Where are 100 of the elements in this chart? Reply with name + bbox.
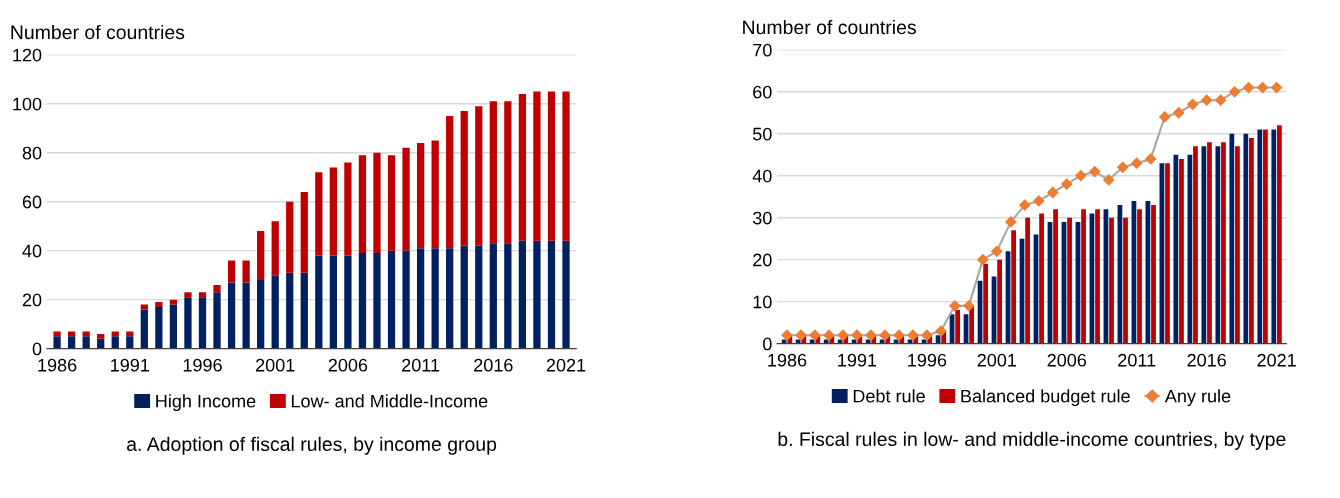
bar xyxy=(1229,133,1235,344)
bar xyxy=(373,253,381,349)
bar xyxy=(67,331,76,337)
bar xyxy=(533,240,541,349)
point xyxy=(893,329,905,341)
bar xyxy=(257,280,265,349)
bar xyxy=(344,255,352,349)
y-tick-label: 120 xyxy=(13,48,42,62)
bar xyxy=(67,336,76,349)
bar xyxy=(1067,217,1072,344)
y-tick-label: 0 xyxy=(763,337,772,351)
x-tick-label: 1996 xyxy=(183,358,222,372)
bar xyxy=(955,310,961,344)
y-tick-label: 60 xyxy=(753,85,772,99)
x-tick-label: 2011 xyxy=(1118,353,1156,367)
x-tick-label: 1991 xyxy=(111,358,149,372)
point xyxy=(1103,174,1115,186)
point xyxy=(1187,98,1199,110)
y-tick-label: 60 xyxy=(22,195,42,209)
point xyxy=(1061,178,1073,190)
bar xyxy=(1011,230,1016,344)
bar xyxy=(1221,142,1226,344)
bar xyxy=(562,91,570,241)
bar xyxy=(213,284,221,293)
bar xyxy=(1165,163,1170,344)
x-tick-label: 2001 xyxy=(977,353,1017,367)
bar xyxy=(1081,209,1086,344)
point xyxy=(949,300,961,312)
point xyxy=(1243,81,1255,94)
bar xyxy=(547,91,556,241)
y-axis-title: Number of countries xyxy=(743,19,916,35)
bar xyxy=(1215,146,1221,344)
y-tick-label: 20 xyxy=(753,253,772,267)
bar xyxy=(1123,217,1128,344)
bar xyxy=(198,292,207,298)
point xyxy=(1019,199,1031,211)
bar xyxy=(1271,129,1277,344)
bar xyxy=(257,231,265,281)
y-tick-label: 10 xyxy=(753,295,772,309)
bar xyxy=(416,248,425,349)
y-axis-title: Number of countries xyxy=(11,24,185,40)
bar xyxy=(1249,137,1254,344)
bar xyxy=(213,292,221,349)
text: b. Fiscal rules in low- and middle-income countries, by type xyxy=(778,431,1286,450)
bar xyxy=(184,292,192,298)
bar xyxy=(242,260,250,283)
point xyxy=(809,329,821,341)
bar xyxy=(1109,217,1114,344)
bar xyxy=(475,245,483,349)
bar xyxy=(111,336,119,349)
y-tick-label: 80 xyxy=(22,146,42,160)
point xyxy=(1075,170,1087,182)
bar xyxy=(286,272,294,349)
point xyxy=(795,329,807,341)
bar xyxy=(446,115,454,249)
bar xyxy=(82,336,90,349)
bar xyxy=(1235,146,1240,344)
point xyxy=(1201,94,1213,106)
bar xyxy=(402,250,410,349)
point xyxy=(907,329,919,341)
point xyxy=(921,329,933,341)
bar xyxy=(300,191,308,273)
bar xyxy=(1053,209,1058,344)
x-tick-label: 2011 xyxy=(402,358,440,372)
x-tick-label: 1986 xyxy=(38,358,77,372)
point xyxy=(1215,94,1227,106)
bar xyxy=(460,111,468,246)
point xyxy=(935,325,947,337)
bar xyxy=(1207,142,1212,344)
x-tick-label: 1991 xyxy=(838,353,877,367)
bar xyxy=(446,248,454,349)
legend-label: Balanced budget rule xyxy=(961,389,1130,407)
y-tick-label: 40 xyxy=(752,169,772,183)
bar xyxy=(242,282,250,349)
x-tick-label: 2001 xyxy=(256,358,295,372)
bar xyxy=(227,282,236,349)
bar xyxy=(286,201,294,273)
bar xyxy=(300,272,308,349)
bar xyxy=(562,240,570,349)
bar xyxy=(402,147,410,251)
bar xyxy=(1137,209,1142,344)
bar xyxy=(969,305,975,344)
bar xyxy=(460,245,468,349)
x-tick-label: 2021 xyxy=(546,358,586,372)
bar xyxy=(184,297,192,349)
bar xyxy=(329,255,337,349)
bar xyxy=(489,101,497,244)
bar xyxy=(1151,205,1156,344)
bar xyxy=(431,140,439,249)
bar xyxy=(169,304,178,349)
text: a. Adoption of fiscal rules, by income group xyxy=(127,436,497,455)
bar xyxy=(227,260,236,283)
y-tick-label: 30 xyxy=(752,211,772,225)
y-tick-label: 70 xyxy=(753,43,772,57)
bar xyxy=(1187,154,1193,344)
bar xyxy=(983,263,989,344)
point xyxy=(879,329,891,341)
bar xyxy=(1193,146,1198,344)
point xyxy=(865,329,877,341)
bar xyxy=(1025,217,1030,344)
